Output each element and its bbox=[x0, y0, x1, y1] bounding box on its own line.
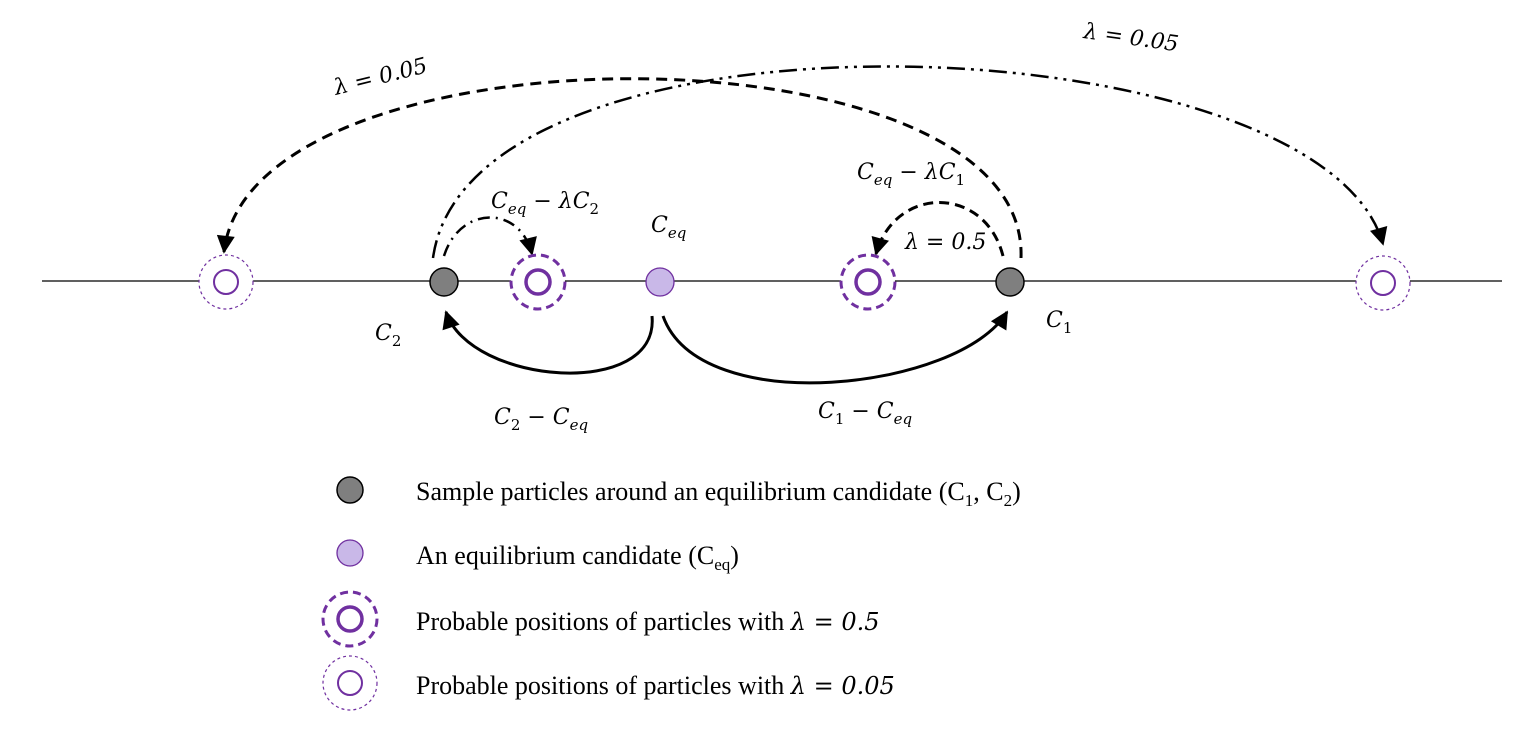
legend-marker-sample-particle bbox=[336, 476, 364, 504]
c1-sample-particle bbox=[995, 267, 1025, 297]
label-c2: C2 bbox=[375, 321, 401, 350]
legend-marker-lambda-0-05-inner bbox=[337, 670, 363, 696]
legend-text-lambda-0-5: Probable positions of particles with λ =… bbox=[416, 607, 880, 636]
arrow-c1-to-near-right bbox=[871, 201, 1005, 257]
far-left-probable-position-inner bbox=[213, 269, 239, 295]
label-lambda-far-right: λ = 0.05 bbox=[1081, 19, 1180, 57]
label-ceq: Ceq bbox=[651, 213, 686, 242]
legend-marker-lambda-0-5-inner bbox=[336, 605, 364, 633]
legend-text-sample-particle: Sample particles around an equilibrium c… bbox=[416, 477, 1021, 510]
near-left-probable-position-inner bbox=[524, 268, 552, 296]
near-right-probable-position-inner bbox=[854, 268, 882, 296]
arrow-c1-to-far-left bbox=[216, 77, 1023, 259]
label-lambda-far-left: λ = 0.05 bbox=[330, 53, 430, 101]
legend-text-lambda-0-05: Probable positions of particles with λ =… bbox=[416, 671, 895, 700]
label-c2-minus-ceq: C2 − Ceq bbox=[494, 405, 588, 434]
label-c1: C1 bbox=[1046, 308, 1072, 337]
c2-sample-particle bbox=[429, 267, 459, 297]
arrow-ceq-to-c1 bbox=[661, 310, 1009, 385]
arrow-ceq-to-c2 bbox=[442, 310, 654, 375]
label-c1-minus-ceq: C1 − Ceq bbox=[818, 399, 912, 428]
ceq-equilibrium-candidate bbox=[645, 267, 675, 297]
arrow-c2-to-far-right bbox=[431, 65, 1388, 259]
label-lambda-near: λ = 0.5 bbox=[904, 230, 986, 255]
arrow-c2-to-near-left bbox=[442, 216, 537, 257]
label-ceq-minus-lambda-c1: Ceq − λC1 bbox=[857, 160, 965, 189]
legend-text-equilibrium-candidate: An equilibrium candidate (Ceq) bbox=[416, 541, 739, 574]
legend-marker-equilibrium-candidate bbox=[336, 539, 364, 567]
legend: Sample particles around an equilibrium c… bbox=[321, 476, 1021, 711]
label-ceq-minus-lambda-c2: Ceq − λC2 bbox=[491, 189, 599, 218]
far-right-probable-position-inner bbox=[1370, 270, 1396, 296]
